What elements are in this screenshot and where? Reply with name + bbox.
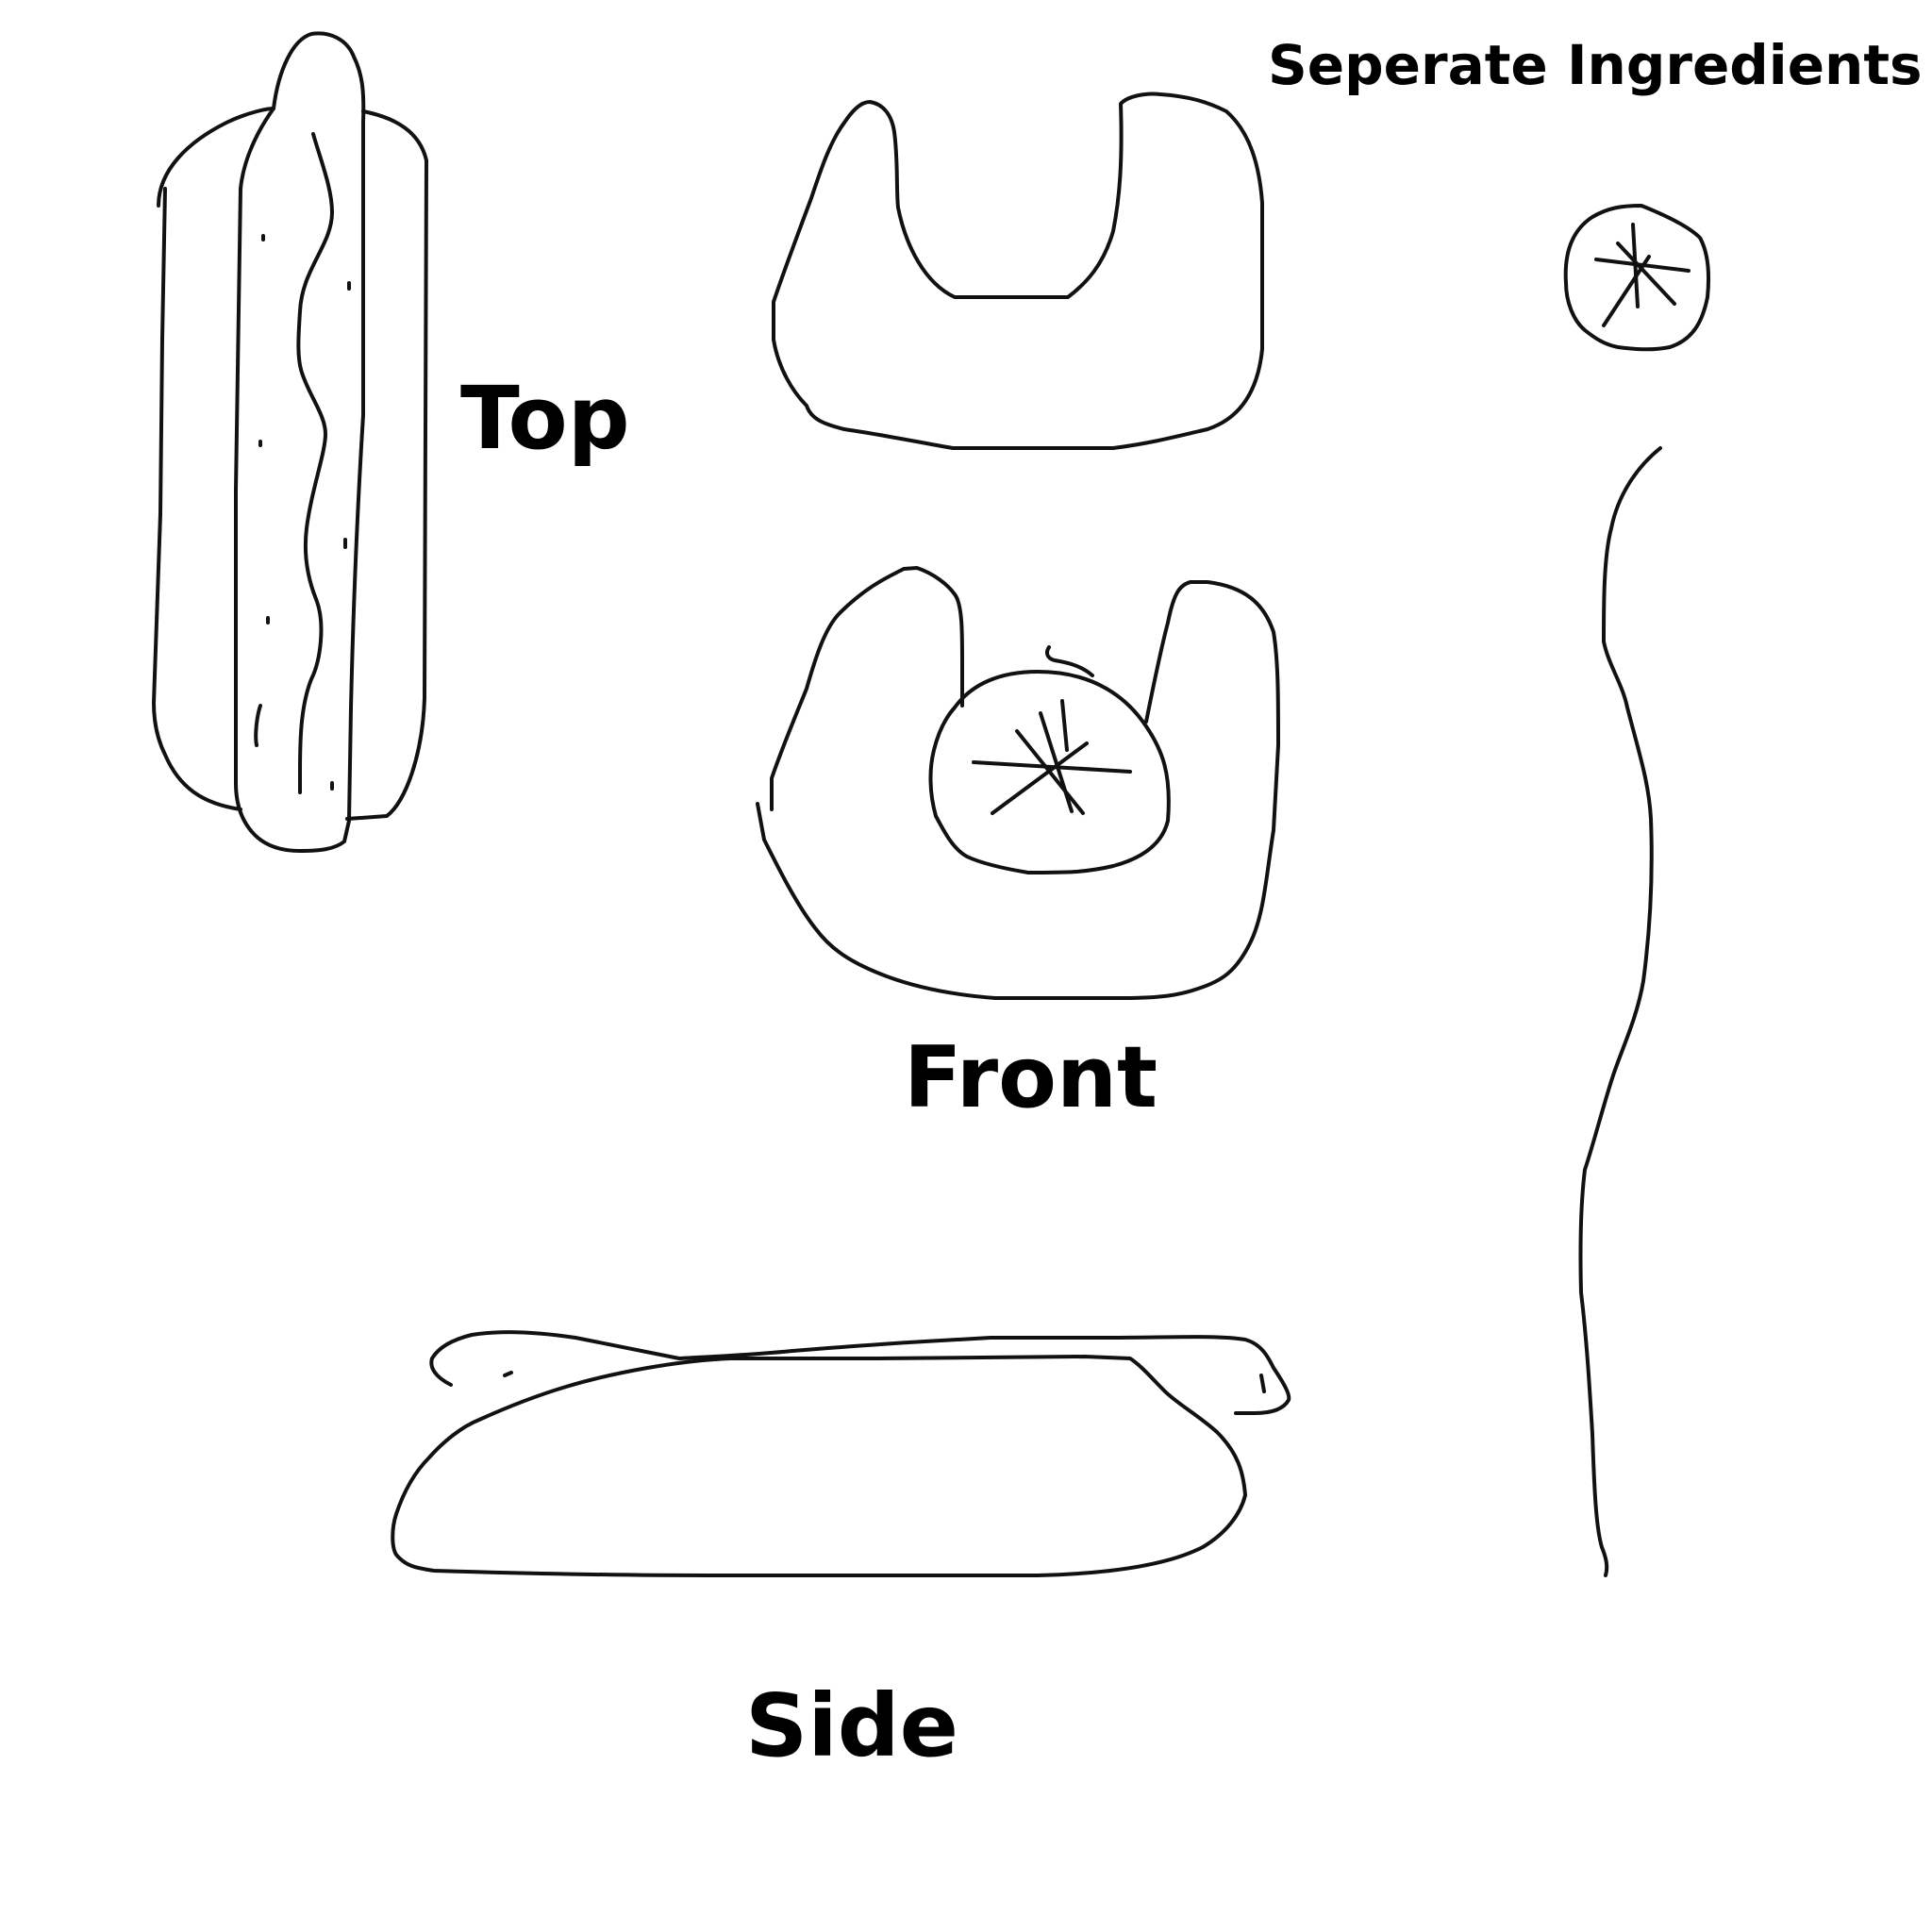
- top-view-mustard-squiggle: [296, 132, 334, 794]
- top-view-sausage-outline: [234, 31, 366, 853]
- side-view-sausage-outline: [429, 1330, 1291, 1415]
- ingredient-sausage-slice-outline: [1563, 204, 1711, 352]
- front-view-sausage-outline: [928, 670, 1171, 874]
- ingredient-mustard-asterisk: [1594, 223, 1690, 327]
- separate-ingredients-drawing: [1563, 204, 1711, 1577]
- side-view-bun-outline: [391, 1355, 1247, 1577]
- side-view-mustard-dash: [503, 1371, 1266, 1393]
- label-front-view: Front: [904, 1028, 1158, 1127]
- top-view-speck: [254, 234, 351, 791]
- front-view-bun-outline: [756, 566, 1280, 1000]
- label-top-view: Top: [460, 368, 630, 469]
- side-view-drawing: [391, 1330, 1291, 1577]
- front-view-drawing: [756, 566, 1280, 1000]
- label-side-view: Side: [745, 1675, 959, 1776]
- top-view-drawing: [152, 31, 428, 853]
- front-view-sausage-top-curl: [1045, 645, 1094, 677]
- label-separate-ingredients: Seperate Ingredients: [1268, 33, 1923, 97]
- top-view-bun-outline: [152, 107, 428, 821]
- front-view-mustard-asterisk: [972, 699, 1132, 815]
- ingredient-mustard-line: [1578, 446, 1662, 1577]
- front-upper-bun-drawing: [772, 92, 1264, 450]
- upper-bun-outline: [772, 92, 1264, 450]
